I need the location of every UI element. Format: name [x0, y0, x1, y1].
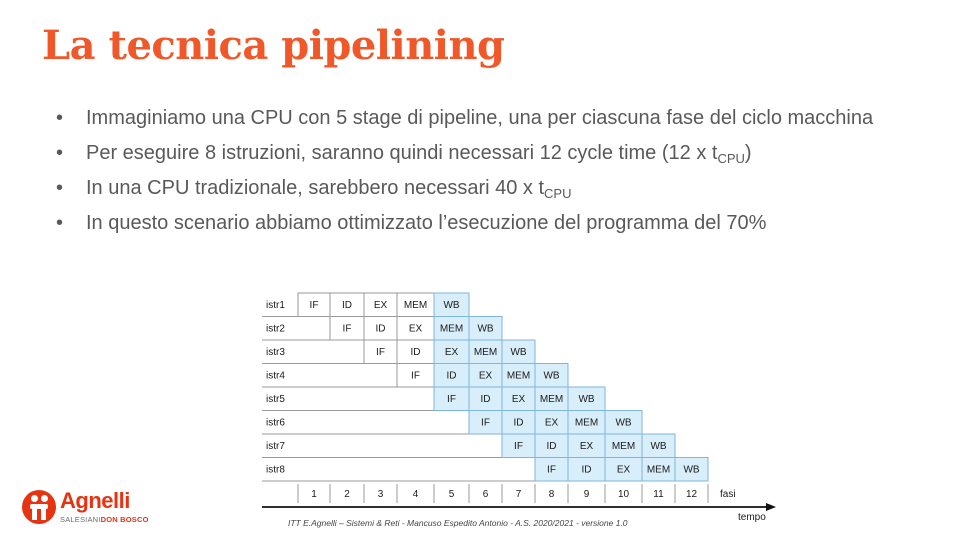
stage-label: EX — [512, 394, 526, 405]
stage-label: EX — [545, 418, 559, 429]
stage-label: IF — [310, 300, 319, 311]
stage-label: ID — [582, 465, 592, 476]
stage-label: WB — [543, 371, 559, 382]
stage-label: WB — [443, 300, 459, 311]
logo-name: Agnelli — [60, 488, 130, 513]
arrow-head-icon — [766, 503, 776, 511]
stage-label: ID — [411, 347, 421, 358]
stage-label: ID — [447, 371, 457, 382]
stage-label: ID — [514, 418, 524, 429]
stage-label: EX — [479, 371, 493, 382]
stage-label: MEM — [404, 300, 427, 311]
stage-label: EX — [445, 347, 459, 358]
bullet-item: In questo scenario abbiamo ottimizzato l… — [56, 208, 926, 238]
stage-label: EX — [617, 465, 631, 476]
bullet-item: Immaginiamo una CPU con 5 stage di pipel… — [56, 103, 926, 133]
stage-label: MEM — [575, 418, 598, 429]
logo-subtitle: SALESIANIDON BOSCO — [60, 515, 149, 524]
stage-label: MEM — [474, 347, 497, 358]
stage-label: ID — [547, 441, 557, 452]
stage-label: IF — [343, 324, 352, 335]
cycle-number: 9 — [584, 489, 590, 500]
bullet-list: Immaginiamo una CPU con 5 stage di pipel… — [56, 103, 926, 243]
cycle-number: 7 — [516, 489, 522, 500]
stage-label: MEM — [612, 441, 635, 452]
instruction-label: istr8 — [266, 465, 285, 476]
instruction-label: istr3 — [266, 347, 285, 358]
bullet-item: Per eseguire 8 istruzioni, saranno quind… — [56, 138, 926, 168]
stage-label: EX — [409, 324, 423, 335]
bullet-item: In una CPU tradizionale, sarebbero neces… — [56, 173, 926, 203]
stage-label: EX — [374, 300, 388, 311]
stage-cell — [674, 457, 709, 482]
stage-label: IF — [481, 418, 490, 429]
cycle-number: 11 — [653, 489, 664, 500]
stage-label: ID — [342, 300, 352, 311]
stage-label: WB — [615, 418, 631, 429]
stage-label: IF — [447, 394, 456, 405]
cycle-number: 6 — [483, 489, 489, 500]
axis-label: fasi — [720, 489, 736, 500]
stage-label: WB — [683, 465, 699, 476]
instruction-label: istr4 — [266, 371, 285, 382]
stage-label: IF — [547, 465, 556, 476]
cycle-number: 1 — [311, 489, 317, 500]
stage-label: MEM — [540, 394, 563, 405]
instruction-label: istr2 — [266, 324, 285, 335]
stage-label: WB — [650, 441, 666, 452]
cycle-number: 4 — [413, 489, 419, 500]
stage-label: WB — [578, 394, 594, 405]
stage-label: IF — [376, 347, 385, 358]
stage-label: ID — [481, 394, 491, 405]
time-label: tempo — [738, 512, 766, 523]
slide-title: La tecnica pipelining — [42, 22, 505, 69]
stage-label: IF — [514, 441, 523, 452]
instruction-label: istr1 — [266, 300, 285, 311]
logo-mark-icon — [22, 490, 56, 524]
cycle-number: 2 — [344, 489, 350, 500]
stage-label: MEM — [647, 465, 670, 476]
cycle-number: 10 — [618, 489, 630, 500]
stage-label: ID — [376, 324, 386, 335]
cycle-number: 12 — [686, 489, 698, 500]
stage-label: EX — [580, 441, 594, 452]
stage-label: MEM — [507, 371, 530, 382]
stage-label: WB — [477, 324, 493, 335]
instruction-label: istr6 — [266, 418, 285, 429]
instruction-label: istr7 — [266, 441, 285, 452]
stage-label: IF — [411, 371, 420, 382]
stage-label: MEM — [440, 324, 463, 335]
agnelli-logo: Agnelli SALESIANIDON BOSCO — [20, 488, 148, 528]
cycle-number: 8 — [549, 489, 555, 500]
instruction-label: istr5 — [266, 394, 285, 405]
cycle-number: 5 — [449, 489, 455, 500]
cycle-number: 3 — [378, 489, 384, 500]
footer-text: ITT E.Agnelli – Sistemi & Reti - Mancuso… — [288, 518, 628, 528]
stage-label: WB — [510, 347, 526, 358]
